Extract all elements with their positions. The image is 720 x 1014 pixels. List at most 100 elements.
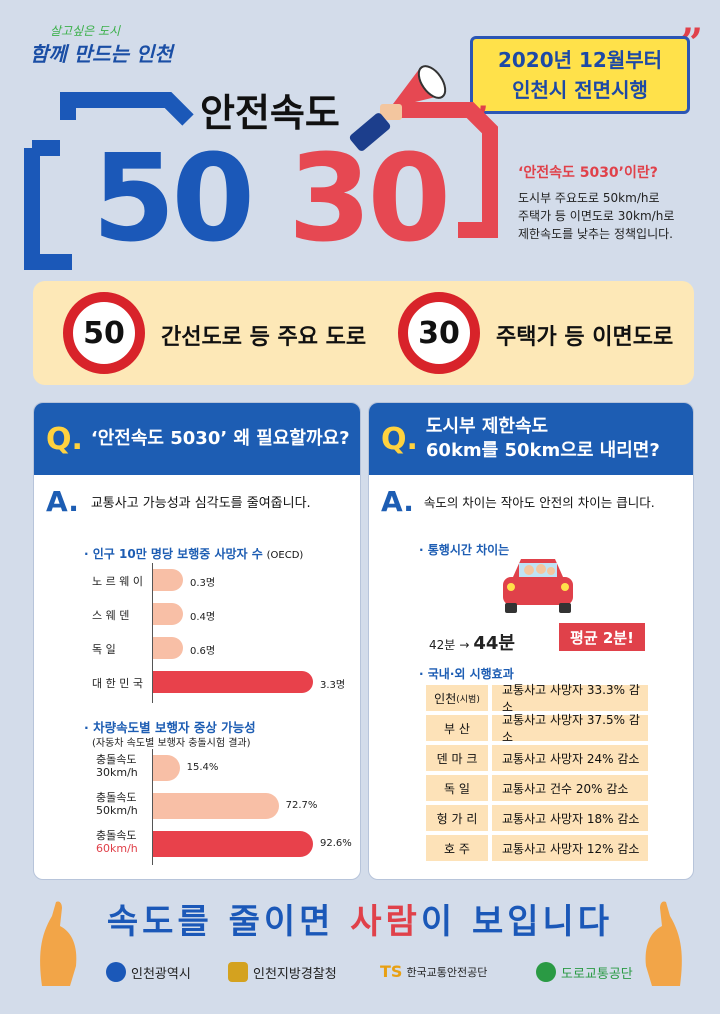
speed-limit-answer-row: A. 속도의 차이는 작아도 안전의 차이는 큽니다. bbox=[381, 485, 655, 518]
effect-place: 독 일 bbox=[426, 775, 488, 801]
chart2-title: 차량속도별 보행자 중상 가능성 bbox=[93, 720, 256, 735]
speed-limit-answer: 속도의 차이는 작아도 안전의 차이는 큽니다. bbox=[423, 495, 655, 510]
launch-banner: 2020년 12월부터 인천시 전면시행 bbox=[470, 36, 690, 114]
chart2-label-line2: 60km/h bbox=[96, 842, 138, 855]
chart1-category-label: 스 웨 덴 bbox=[92, 609, 130, 622]
chart1-title-row: · 인구 10만 명당 보행중 사망자 수 (OECD) bbox=[84, 545, 303, 562]
question-line1: 도시부 제한속도 bbox=[425, 416, 549, 437]
why-needed-question: ‘안전속도 5030’ 왜 필요할까요? bbox=[90, 428, 350, 449]
chart1-value-label: 0.4명 bbox=[190, 612, 216, 623]
chart1-value-label: 0.3명 bbox=[190, 578, 216, 589]
effect-row: 호 주 교통사고 사망자 12% 감소 bbox=[426, 835, 648, 861]
banner-line1: 2020년 12월부터 bbox=[497, 48, 663, 72]
bullet-icon: · bbox=[419, 667, 428, 681]
banner-line2: 인천시 전면시행 bbox=[512, 78, 648, 102]
effects-title: 국내·외 시행효과 bbox=[427, 667, 514, 681]
slogan-part2: 를 줄이면 bbox=[177, 902, 351, 942]
arrow-icon: → bbox=[459, 638, 470, 652]
chart2-bar bbox=[153, 755, 180, 781]
definition-title: ‘안전속도 5030’이란? bbox=[518, 165, 658, 181]
why-needed-answer: 교통사고 가능성과 심각도를 줄여줍니다. bbox=[90, 496, 311, 511]
bullet-icon: · bbox=[84, 547, 93, 561]
speed-number-50: 50 bbox=[92, 130, 255, 269]
effect-place: 부 산 bbox=[426, 715, 488, 741]
injury-probability-chart: 충돌속도 30km/h 15.4% 충돌속도 50km/h 72.7% 충돌속도 60km/h… bbox=[34, 749, 360, 869]
speed-sign-30: 30 bbox=[398, 292, 480, 374]
logo-text: 한국교통안전공단 bbox=[406, 965, 488, 979]
frame-right-bracket bbox=[395, 102, 498, 238]
logo-text: 인천지방경찰청 bbox=[253, 966, 337, 982]
effect-result: 교통사고 사망자 33.3% 감소 bbox=[492, 683, 648, 714]
q-label: Q. bbox=[46, 421, 83, 457]
chart1-title: 인구 10만 명당 보행중 사망자 수 bbox=[92, 547, 263, 561]
chart1-bar bbox=[153, 603, 183, 625]
effect-place: 인천 (시범) bbox=[426, 685, 488, 711]
definition-line3: 제한속도를 낮추는 정책입니다. bbox=[518, 227, 673, 241]
effect-result: 교통사고 사망자 12% 감소 bbox=[492, 835, 648, 861]
chart2-label-line1: 충돌속도 bbox=[96, 829, 137, 842]
chart1-axis bbox=[152, 563, 153, 703]
a-label: A. bbox=[381, 485, 414, 518]
travel-time-title: 통행시간 차이는 bbox=[427, 543, 510, 557]
page-title: 안전속도 bbox=[200, 91, 340, 135]
effect-result: 교통사고 사망자 24% 감소 bbox=[492, 745, 648, 771]
effect-place: 헝 가 리 bbox=[426, 805, 488, 831]
chart1-value-label: 0.6명 bbox=[190, 646, 216, 657]
city-slogan-bottom: 함께 만드는 인천 bbox=[30, 42, 173, 66]
speed-signs-strip: 50 간선도로 등 주요 도로 30 주택가 등 이면도로 bbox=[33, 281, 694, 385]
megaphone-icon bbox=[349, 65, 447, 151]
time-before: 42분 bbox=[429, 638, 456, 652]
a-label: A. bbox=[46, 485, 79, 518]
definition-text: 도시부 주요도로 50km/h로 주택가 등 이면도로 30km/h로 제한속도… bbox=[518, 189, 674, 243]
effect-place-name: 인천 bbox=[434, 691, 457, 706]
logo-text: 도로교통공단 bbox=[561, 966, 633, 982]
travel-time-title-row: · 통행시간 차이는 bbox=[419, 541, 509, 558]
chart1-bar bbox=[153, 569, 183, 591]
effect-result: 교통사고 사망자 37.5% 감소 bbox=[492, 713, 648, 744]
chart2-bar bbox=[153, 793, 279, 819]
effect-row: 헝 가 리 교통사고 사망자 18% 감소 bbox=[426, 805, 648, 831]
car-family-icon bbox=[503, 559, 573, 613]
logo-text: 인천광역시 bbox=[131, 966, 191, 982]
why-needed-header: Q. ‘안전속도 5030’ 왜 필요할까요? bbox=[34, 403, 360, 475]
chart2-category-label: 충돌속도 30km/h bbox=[96, 753, 138, 779]
logo-road-traffic: 도로교통공단 bbox=[536, 962, 633, 982]
speed-frame-graphic bbox=[24, 92, 498, 270]
police-badge-icon bbox=[228, 962, 248, 982]
city-slogan-top: 살고싶은 도시 bbox=[50, 24, 121, 38]
chart1-category-label: 독 일 bbox=[92, 643, 116, 656]
chart2-title-row: · 차량속도별 보행자 중상 가능성 bbox=[84, 717, 256, 736]
effect-place-name: 헝 가 리 bbox=[436, 811, 478, 826]
chart2-value-label: 72.7% bbox=[285, 800, 318, 811]
effect-row: 인천 (시범) 교통사고 사망자 33.3% 감소 bbox=[426, 683, 648, 714]
right-hand-icon bbox=[645, 901, 682, 986]
bullet-icon: · bbox=[84, 720, 94, 735]
road-traffic-icon bbox=[536, 962, 556, 982]
effect-place: 덴 마 크 bbox=[426, 745, 488, 771]
chart2-value-label: 15.4% bbox=[186, 762, 219, 773]
speed-limit-panel: Q. 도시부 제한속도 60km를 50km으로 내리면? A. 속도의 차이는… bbox=[368, 402, 694, 880]
chart2-label-line2: 30km/h bbox=[96, 766, 138, 779]
effects-title-row: · 국내·외 시행효과 bbox=[419, 665, 514, 682]
chart2-category-label: 충돌속도 60km/h bbox=[96, 829, 138, 855]
frame-left-bracket bbox=[24, 148, 72, 270]
chart2-subtitle: (자동차 속도별 보행자 충돌시험 결과) bbox=[92, 738, 251, 749]
speed-sign-30-label: 주택가 등 이면도로 bbox=[496, 325, 674, 350]
definition-line1: 도시부 주요도로 50km/h로 bbox=[518, 191, 660, 205]
incheon-city-icon bbox=[106, 962, 126, 982]
q-label: Q. bbox=[381, 421, 418, 457]
effect-place-note: (시범) bbox=[456, 694, 480, 705]
why-needed-panel: Q. ‘안전속도 5030’ 왜 필요할까요? A. 교통사고 가능성과 심각도… bbox=[33, 402, 361, 880]
chart2-value-label: 92.6% bbox=[320, 838, 352, 849]
speed-limit-header: Q. 도시부 제한속도 60km를 50km으로 내리면? bbox=[369, 403, 693, 475]
definition-line2: 주택가 등 이면도로 30km/h로 bbox=[518, 209, 675, 223]
chart1-category-label: 노 르 웨 이 bbox=[92, 575, 143, 588]
chart1-bar bbox=[153, 637, 183, 659]
left-hand-icon bbox=[40, 901, 77, 986]
chart2-label-line1: 충돌속도 bbox=[96, 753, 137, 766]
effect-place: 호 주 bbox=[426, 835, 488, 861]
speed-limit-question: 도시부 제한속도 60km를 50km으로 내리면? bbox=[426, 415, 660, 463]
effect-result: 교통사고 사망자 18% 감소 bbox=[492, 805, 648, 831]
chart2-label-line1: 충돌속도 bbox=[96, 791, 137, 804]
effect-row: 부 산 교통사고 사망자 37.5% 감소 bbox=[426, 713, 648, 744]
